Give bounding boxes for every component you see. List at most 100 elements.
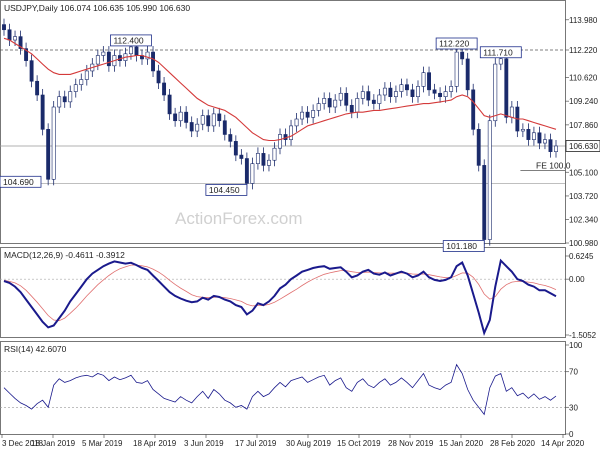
candle-body <box>62 96 67 103</box>
watermark-text: ActionForex.com <box>175 209 303 228</box>
candle-body <box>7 29 12 41</box>
candle-body <box>322 98 327 104</box>
x-tick-label: 18 Apr 2019 <box>133 439 177 448</box>
candle-body <box>101 51 106 56</box>
candle-body <box>162 82 167 96</box>
candle-body <box>360 91 365 99</box>
candle-body <box>388 87 393 98</box>
annotation-box <box>442 240 485 252</box>
rsi-title: RSI(14) 42.6070 <box>4 344 67 354</box>
candle-body <box>377 94 382 104</box>
annotation-label: 111.710 <box>483 47 513 57</box>
candle-body <box>217 113 222 122</box>
candle-body <box>173 113 178 122</box>
candle-body <box>338 92 343 101</box>
candle-body <box>498 58 503 65</box>
annotation-label: 112.220 <box>439 38 469 48</box>
candle-body <box>184 111 189 123</box>
candle-body <box>421 72 426 87</box>
candle-body <box>250 163 255 184</box>
y-tick-label: 70 <box>569 368 578 377</box>
candle-body <box>200 115 205 125</box>
candle-body <box>399 84 404 92</box>
candle-body <box>57 96 62 108</box>
candle-body <box>300 111 305 120</box>
macd-signal-line <box>3 264 557 322</box>
candle-body <box>405 84 409 91</box>
macd-title: MACD(12,26,9) -0.4611 -0.3912 <box>4 250 125 260</box>
candle-body <box>371 99 376 104</box>
candle-body <box>79 79 84 85</box>
candle-body <box>327 98 332 108</box>
candle-body <box>29 60 34 82</box>
x-tick-label: 3 Dec 2018 <box>2 439 43 448</box>
annotation-label: 112.400 <box>113 35 143 45</box>
candle-body <box>543 139 547 144</box>
x-tick-label: 17 Jul 2019 <box>235 439 277 448</box>
candle-body <box>344 92 349 106</box>
candle-body <box>438 92 443 98</box>
candle-body <box>554 145 558 152</box>
candle-body <box>526 129 531 140</box>
y-tick-label: 0.00 <box>569 275 585 284</box>
candle-body <box>18 36 23 49</box>
candle-body <box>432 89 437 94</box>
y-tick-label: 102.340 <box>569 216 598 225</box>
candle-body <box>211 113 216 127</box>
annotation-label: 101.180 <box>446 241 477 251</box>
candle-body <box>151 51 155 72</box>
candle-body <box>355 98 360 113</box>
candle-body <box>460 51 465 60</box>
candle-body <box>316 103 321 111</box>
y-tick-label: 0 <box>569 430 574 439</box>
candle-body <box>272 147 277 161</box>
annotation-box <box>205 184 248 196</box>
y-tick-label: 105.100 <box>569 168 598 177</box>
annotation-label: 104.690 <box>3 177 34 187</box>
x-tick-label: 3 Jun 2019 <box>184 439 224 448</box>
y-tick-label: 0.6245 <box>569 252 594 261</box>
candle-body <box>167 94 172 115</box>
candle-body <box>454 51 459 87</box>
x-tick-label: 30 Aug 2019 <box>286 439 331 448</box>
candle-body <box>305 111 310 118</box>
candle-body <box>427 72 431 91</box>
candle-body <box>471 89 476 130</box>
price-title: USDJPY,Daily 106.074 106.635 105.990 106… <box>4 3 190 13</box>
candle-body <box>366 91 371 101</box>
annotation-box <box>110 34 152 47</box>
x-tick-label: 28 Feb 2020 <box>490 439 535 448</box>
candle-body <box>278 134 282 149</box>
y-tick-label: 112.220 <box>569 46 598 55</box>
price-panel <box>0 0 566 244</box>
candle-body <box>476 129 481 166</box>
candle-body <box>349 104 354 113</box>
candle-body <box>46 129 51 180</box>
candle-body <box>311 110 316 118</box>
y-tick-label: 103.720 <box>569 192 598 201</box>
candle-body <box>493 63 498 122</box>
y-tick-label: 100 <box>569 341 583 350</box>
x-tick-label: 28 Nov 2019 <box>388 439 434 448</box>
axis-group: 113.980 112.220 110.620 109.240 107.860 106.6… <box>1 16 600 448</box>
rsi-series-group <box>0 363 565 416</box>
candle-body <box>537 132 542 144</box>
candle-body <box>2 24 6 31</box>
candle-body <box>244 158 249 184</box>
candle-body <box>482 165 487 240</box>
candle-body <box>504 58 509 118</box>
candle-body <box>222 120 227 135</box>
candle-body <box>233 141 238 156</box>
candle-body <box>294 118 299 127</box>
candle-body <box>13 36 17 41</box>
macd-panel <box>0 247 566 338</box>
candle-body <box>333 99 338 108</box>
x-tick-label: 15 Oct 2019 <box>337 439 381 448</box>
candle-body <box>267 159 271 166</box>
y-tick-label: 113.980 <box>569 16 598 25</box>
candle-body <box>261 153 266 166</box>
candle-body <box>195 123 200 132</box>
x-tick-label: 15 Jan 2020 <box>439 439 484 448</box>
x-tick-label: 18 Jan 2019 <box>31 439 76 448</box>
annotation-label: 104.450 <box>209 185 240 195</box>
